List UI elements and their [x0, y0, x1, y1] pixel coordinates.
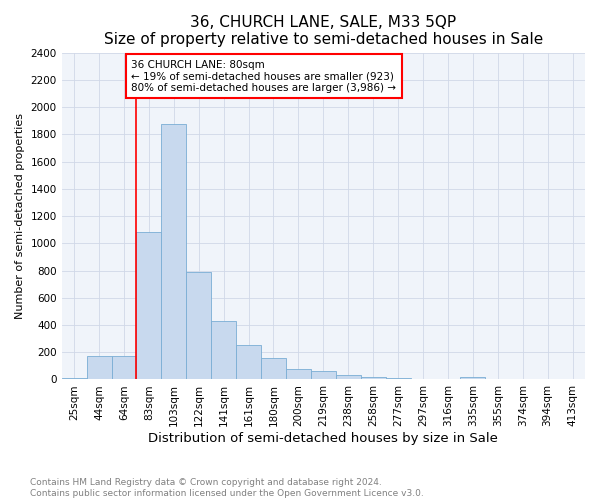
Bar — [460, 378, 485, 380]
X-axis label: Distribution of semi-detached houses by size in Sale: Distribution of semi-detached houses by … — [148, 432, 498, 445]
Bar — [161, 124, 186, 380]
Bar — [336, 374, 361, 380]
Title: 36, CHURCH LANE, SALE, M33 5QP
Size of property relative to semi-detached houses: 36, CHURCH LANE, SALE, M33 5QP Size of p… — [104, 15, 543, 48]
Bar — [311, 370, 336, 380]
Text: Contains HM Land Registry data © Crown copyright and database right 2024.
Contai: Contains HM Land Registry data © Crown c… — [30, 478, 424, 498]
Bar — [112, 356, 136, 380]
Bar — [211, 321, 236, 380]
Bar — [286, 369, 311, 380]
Bar — [361, 376, 386, 380]
Bar — [236, 344, 261, 380]
Bar — [410, 379, 436, 380]
Text: 36 CHURCH LANE: 80sqm
← 19% of semi-detached houses are smaller (923)
80% of sem: 36 CHURCH LANE: 80sqm ← 19% of semi-deta… — [131, 60, 397, 92]
Y-axis label: Number of semi-detached properties: Number of semi-detached properties — [15, 113, 25, 319]
Bar — [62, 378, 86, 380]
Bar — [136, 232, 161, 380]
Bar — [386, 378, 410, 380]
Bar — [86, 356, 112, 380]
Bar — [261, 358, 286, 380]
Bar — [186, 272, 211, 380]
